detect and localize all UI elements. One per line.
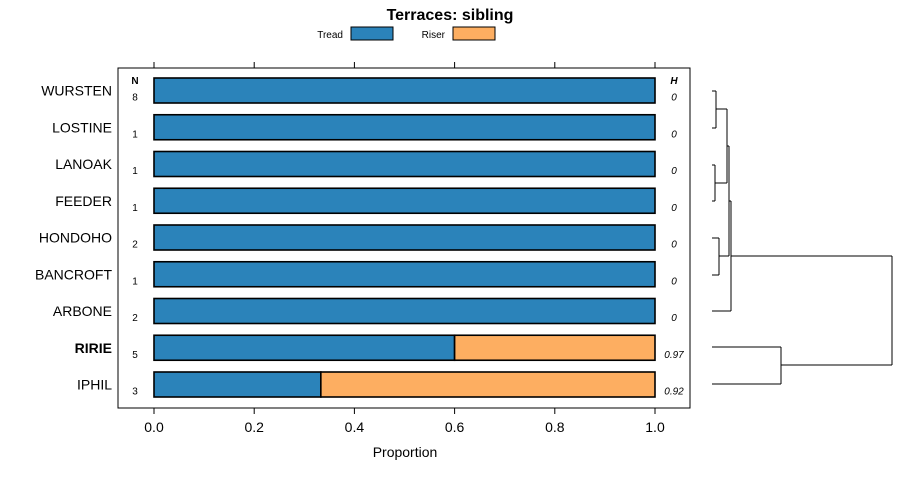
- row-label-iphil: IPHIL: [77, 377, 112, 393]
- dendrogram: [712, 90, 893, 385]
- h-value-hondoho: 0: [671, 240, 677, 251]
- legend: Tread Riser: [317, 26, 496, 41]
- h-value-arbone: 0: [671, 313, 677, 324]
- x-axis-ticks: 0.0 0.2 0.4 0.6 0.8 1.0: [144, 62, 665, 435]
- bar-tread-bancroft: [153, 260, 656, 288]
- legend-swatch-riser: [452, 26, 496, 41]
- n-column-header: N: [131, 76, 138, 87]
- bar-tread-iphil: [153, 371, 322, 398]
- bar-tread-arbone: [153, 297, 656, 325]
- h-column-header: H: [670, 76, 678, 87]
- bar-tread-ririe: [153, 334, 456, 362]
- h-value-wursten: 0: [671, 93, 677, 104]
- row-label-bancroft: BANCROFT: [35, 266, 112, 282]
- row-label-feeder: FEEDER: [55, 193, 112, 209]
- x-tick-label: 0.8: [545, 419, 565, 435]
- h-value-bancroft: 0: [671, 276, 677, 287]
- bar-tread-lanoak: [153, 150, 656, 178]
- x-tick-label: 1.0: [645, 419, 665, 435]
- h-value-feeder: 0: [671, 203, 677, 214]
- bar-rows: WURSTEN 8 0 LOSTINE 1 0 LANOAK 1 0 FEEDER 1 0 HONDOH…: [35, 77, 684, 398]
- n-value-feeder: 1: [132, 203, 138, 214]
- row-label-lostine: LOSTINE: [52, 119, 112, 135]
- row-label-arbone: ARBONE: [53, 303, 112, 319]
- bar-tread-feeder: [153, 187, 656, 215]
- legend-label-riser: Riser: [422, 30, 446, 41]
- legend-label-tread: Tread: [317, 30, 343, 41]
- bar-riser-iphil: [320, 371, 656, 398]
- n-value-ririe: 5: [132, 350, 138, 361]
- h-value-lanoak: 0: [671, 166, 677, 177]
- row-label-hondoho: HONDOHO: [39, 230, 112, 246]
- bar-tread-hondoho: [153, 224, 656, 251]
- bar-riser-ririe: [453, 334, 656, 362]
- h-value-lostine: 0: [671, 129, 677, 140]
- row-label-lanoak: LANOAK: [55, 156, 112, 172]
- n-value-wursten: 8: [132, 93, 138, 104]
- chart-title: Terraces: sibling: [387, 7, 514, 24]
- n-value-hondoho: 2: [132, 240, 138, 251]
- plot-frame: [117, 67, 691, 409]
- n-value-lanoak: 1: [132, 166, 138, 177]
- row-label-wursten: WURSTEN: [41, 83, 112, 99]
- row-label-ririe: RIRIE: [75, 340, 112, 356]
- bar-tread-wursten: [153, 77, 656, 104]
- x-tick-label: 0.4: [345, 419, 365, 435]
- n-value-arbone: 2: [132, 313, 138, 324]
- n-value-lostine: 1: [132, 129, 138, 140]
- x-tick-label: 0.2: [244, 419, 264, 435]
- n-value-bancroft: 1: [132, 276, 138, 287]
- n-value-iphil: 3: [132, 387, 138, 398]
- x-tick-label: 0.6: [445, 419, 465, 435]
- x-tick-label: 0.0: [144, 419, 164, 435]
- h-value-ririe: 0.97: [664, 350, 684, 361]
- x-axis-title: Proportion: [373, 444, 438, 460]
- legend-swatch-tread: [350, 26, 394, 41]
- h-value-iphil: 0.92: [664, 387, 684, 398]
- bar-tread-lostine: [153, 113, 656, 141]
